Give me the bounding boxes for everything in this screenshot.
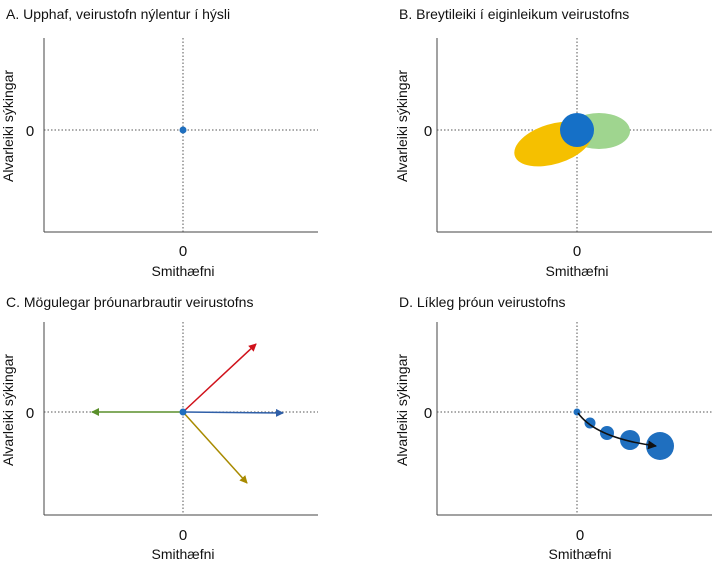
- panel-a-title: A. Upphaf, veirustofn nýlentur í hýsli: [6, 6, 230, 22]
- panel-b-title: B. Breytileiki í eiginleikum veirustofns: [399, 6, 629, 22]
- panel-b: B. Breytileiki í eiginleikum veirustofns…: [394, 6, 712, 279]
- panel-d-y-zero-label: 0: [424, 405, 432, 422]
- panel-a-y-axis-label: Alvarleiki sýkingar: [0, 70, 16, 182]
- panel-d-x-zero-label: 0: [576, 527, 584, 544]
- panel-d-trajectory-arrow: [577, 412, 657, 450]
- panel-b-blue-strain-circle: [560, 113, 594, 147]
- panel-d-y-axis-label: Alvarleiki sýkingar: [394, 354, 410, 466]
- panel-a-origin-strain-dot: [179, 126, 187, 134]
- panel-b-y-zero-label: 0: [424, 123, 432, 140]
- panel-d-strain-dot-3: [600, 426, 614, 440]
- panel-b-x-zero-label: 0: [573, 243, 581, 260]
- panel-d-strain-dot-4: [620, 430, 640, 450]
- panel-c-y-axis-label: Alvarleiki sýkingar: [0, 354, 16, 466]
- panel-d-title: D. Líkleg þróun veirustofns: [399, 294, 566, 310]
- panel-c-y-zero-label: 0: [26, 405, 34, 422]
- panel-d-x-axis-label: Smithæfni: [548, 546, 611, 562]
- panel-a-x-axis-label: Smithæfni: [151, 263, 214, 279]
- panel-c-x-zero-label: 0: [179, 527, 187, 544]
- panel-a-y-zero-label: 0: [26, 123, 34, 140]
- panel-a: A. Upphaf, veirustofn nýlentur í hýsli 0…: [0, 6, 318, 279]
- panel-b-x-axis-label: Smithæfni: [545, 263, 608, 279]
- panel-c-red-arrow: [182, 343, 257, 413]
- panel-c-blue-arrow: [182, 408, 284, 417]
- panel-d-strain-dot-5: [646, 432, 674, 460]
- panel-b-y-axis-label: Alvarleiki sýkingar: [394, 70, 410, 182]
- panel-c-origin-strain-dot: [179, 408, 187, 416]
- panel-c: C. Mögulegar þróunarbrautir veirustofns …: [0, 294, 318, 562]
- panel-c-title: C. Mögulegar þróunarbrautir veirustofns: [6, 294, 253, 310]
- panel-c-x-axis-label: Smithæfni: [151, 546, 214, 562]
- panel-c-olive-arrow: [182, 411, 248, 484]
- panel-a-x-zero-label: 0: [179, 243, 187, 260]
- panel-d: D. Líkleg þróun veirustofns 0 0 Smithæfn…: [394, 294, 712, 562]
